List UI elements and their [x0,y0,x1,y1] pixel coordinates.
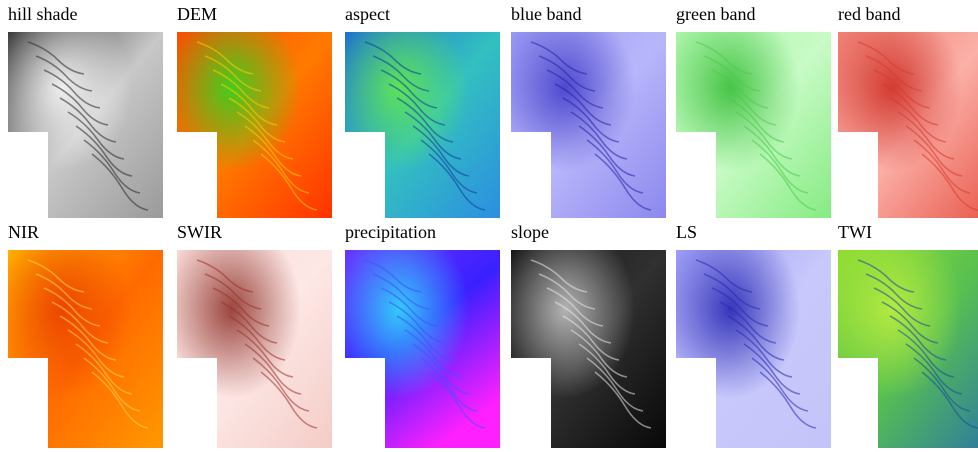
raster-highland [177,250,332,448]
panel-label: TWI [838,222,872,242]
panel-label: blue band [511,4,581,24]
panel-label: DEM [177,4,217,24]
map-panel [838,250,978,448]
panel-label: SWIR [177,222,222,242]
panel-label: precipitation [345,222,436,242]
panel-label: slope [511,222,549,242]
map-panel [8,250,163,448]
panel-label: red band [838,4,900,24]
raster-highland [838,250,978,448]
map-panel [511,32,666,218]
raster-highland [676,250,831,448]
raster-highland [345,250,500,448]
map-panel [177,250,332,448]
raster-highland [8,250,163,448]
panel-label: aspect [345,4,390,24]
panel-label: NIR [8,222,39,242]
map-panel [511,250,666,448]
map-panel [177,32,332,218]
raster-highland [511,250,666,448]
figure: hill shade DEM aspect blue band green band re… [0,0,978,452]
panel-label: green band [676,4,755,24]
panel-label: LS [676,222,697,242]
map-panel [676,32,831,218]
map-panel [345,250,500,448]
map-panel [676,250,831,448]
panel-label: hill shade [8,4,78,24]
map-panel [8,32,163,218]
map-panel [345,32,500,218]
map-panel [838,32,978,218]
raster-highland [838,32,978,218]
